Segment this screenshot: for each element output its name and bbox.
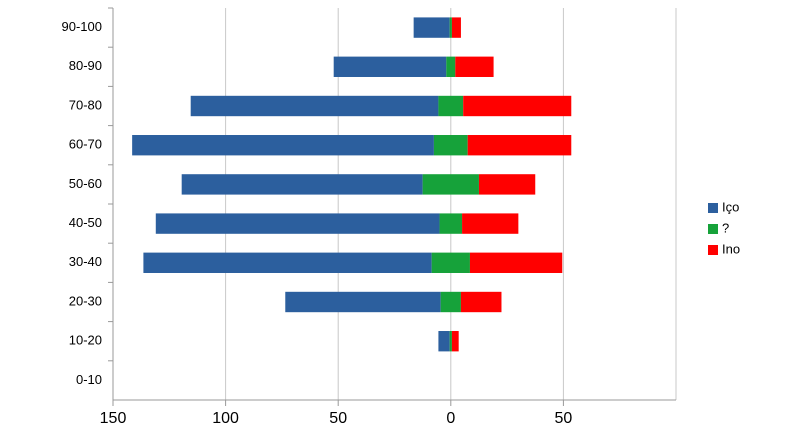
category-label: 10-20: [69, 333, 102, 348]
legend-swatch: [708, 203, 718, 213]
bar: [455, 56, 494, 77]
bar: [190, 95, 439, 117]
bar: [285, 291, 441, 313]
bar: [460, 291, 502, 313]
bar: [422, 174, 479, 195]
category-label: 80-90: [69, 58, 102, 73]
legend-label: Içо: [722, 199, 739, 214]
bar: [438, 95, 464, 117]
category-label: 50-60: [69, 176, 102, 191]
bar: [478, 174, 536, 195]
bar: [467, 135, 572, 156]
bar: [439, 213, 463, 234]
bar: [433, 135, 468, 156]
bar: [440, 291, 461, 313]
bar: [413, 17, 450, 38]
bar: [333, 56, 447, 77]
x-tick-label: 150: [100, 410, 127, 427]
category-label: 30-40: [69, 254, 102, 269]
x-tick-label: 0: [446, 410, 455, 427]
bar: [431, 252, 470, 273]
bar: [451, 17, 461, 38]
bar: [446, 56, 456, 77]
bar: [449, 331, 452, 352]
bar: [449, 17, 452, 38]
legend-swatch: [708, 245, 718, 255]
category-label: 40-50: [69, 215, 102, 230]
bar: [462, 213, 519, 234]
category-label: 0-10: [76, 372, 102, 387]
bar: [181, 174, 423, 195]
legend-swatch: [708, 224, 718, 234]
legend-label: Ino: [722, 241, 740, 256]
x-tick-label: 50: [329, 410, 347, 427]
bar: [155, 213, 440, 234]
bar: [451, 331, 459, 352]
category-label: 70-80: [69, 97, 102, 112]
bar: [132, 135, 434, 156]
category-label: 20-30: [69, 293, 102, 308]
bar: [438, 331, 450, 352]
category-label: 90-100: [62, 19, 102, 34]
bar: [143, 252, 432, 273]
x-tick-label: 100: [212, 410, 239, 427]
bar: [469, 252, 563, 273]
category-label: 60-70: [69, 137, 102, 152]
legend-label: ?: [722, 220, 729, 235]
x-tick-label: 50: [555, 410, 573, 427]
bar: [463, 95, 572, 117]
